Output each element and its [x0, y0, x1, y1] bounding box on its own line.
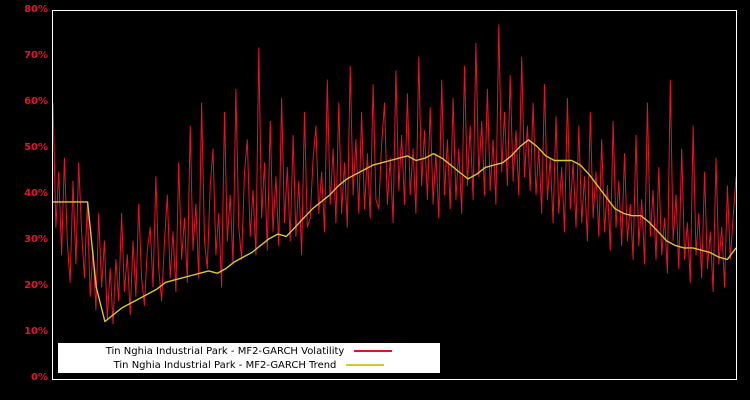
y-tick-label: 30% [24, 234, 48, 245]
legend-entry-trend: Tin Nghia Industrial Park - MF2-GARCH Tr… [58, 359, 440, 372]
y-tick-label: 80% [24, 4, 48, 15]
legend: Tin Nghia Industrial Park - MF2-GARCH Vo… [58, 343, 440, 373]
volatility-series-line [53, 24, 736, 325]
y-tick-label: 70% [24, 50, 48, 61]
legend-label-volatility: Tin Nghia Industrial Park - MF2-GARCH Vo… [105, 345, 345, 357]
y-axis: 0% 10% 20% 30% 40% 50% 60% 70% 80% [0, 0, 48, 400]
legend-line-sample-trend [346, 364, 385, 366]
plot-area [52, 10, 737, 380]
trend-series-line [53, 139, 736, 323]
y-tick-label: 60% [24, 96, 48, 107]
y-tick-label: 0% [31, 372, 48, 383]
y-tick-label: 10% [24, 326, 48, 337]
legend-entry-volatility: Tin Nghia Industrial Park - MF2-GARCH Vo… [58, 345, 440, 358]
y-tick-label: 50% [24, 142, 48, 153]
plot-svg [53, 24, 736, 325]
y-tick-label: 20% [24, 280, 48, 291]
y-tick-label: 40% [24, 188, 48, 199]
legend-line-sample-volatility [354, 350, 393, 352]
legend-label-trend: Tin Nghia Industrial Park - MF2-GARCH Tr… [113, 359, 337, 371]
